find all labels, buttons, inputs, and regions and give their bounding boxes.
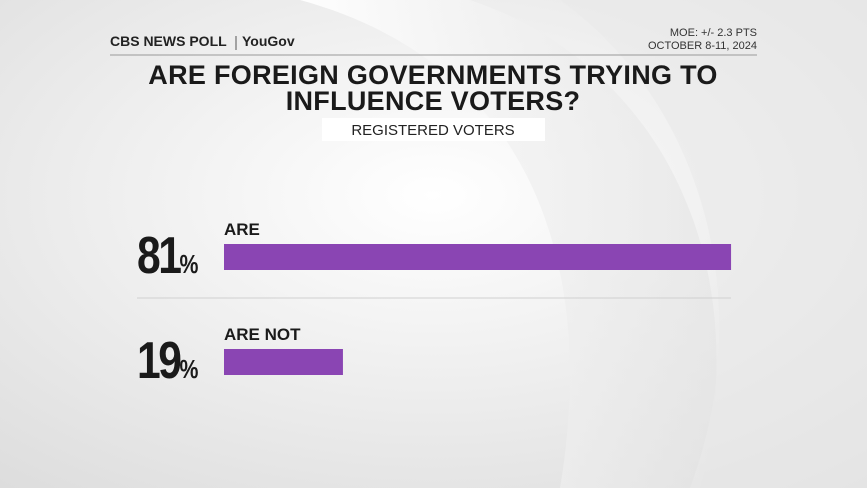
dates: OCTOBER 8-11, 2024 xyxy=(648,40,757,52)
source: CBS NEWS POLL xyxy=(110,33,227,49)
bar xyxy=(224,349,343,375)
partner: YouGov xyxy=(242,33,295,49)
category-label: ARE NOT xyxy=(224,325,301,344)
chart-title: ARE FOREIGN GOVERNMENTS TRYING TO INFLUE… xyxy=(148,60,718,116)
category-label: ARE xyxy=(224,220,260,239)
bar xyxy=(224,244,732,270)
subtitle-box xyxy=(322,118,545,141)
subtitle: REGISTERED VOTERS xyxy=(351,122,514,139)
swoosh xyxy=(300,0,717,488)
value-label: 81% xyxy=(137,227,198,285)
value-label: 19% xyxy=(137,332,198,390)
moe: MOE: +/- 2.3 PTS xyxy=(670,27,757,39)
